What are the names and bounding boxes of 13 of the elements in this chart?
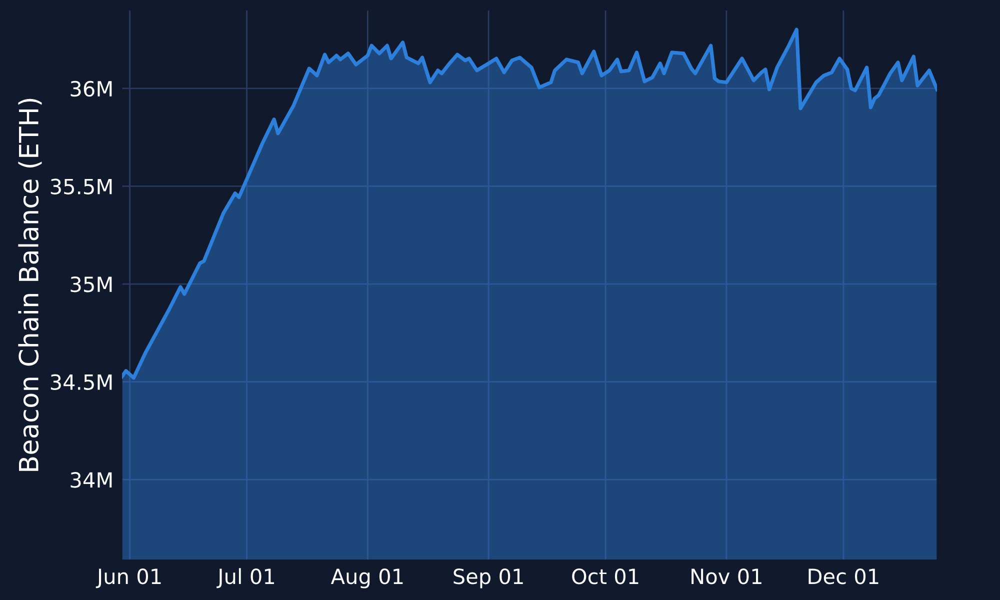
y-tick-label: 34M [70, 472, 112, 488]
y-tick-label: 35.5M [50, 178, 112, 194]
x-tick-label: Sep 01 [454, 568, 523, 588]
y-tick-label: 35M [70, 276, 112, 292]
x-tick-label: Aug 01 [330, 568, 403, 588]
x-tick-label: Jun 01 [96, 568, 161, 588]
y-axis-title: Beacon Chain Balance (ETH) [18, 98, 42, 471]
x-tick-label: Dec 01 [808, 568, 878, 584]
x-tick-label: Oct 01 [572, 568, 638, 584]
x-tick-label: Jul 01 [216, 568, 274, 588]
y-tick-label: 34.5M [50, 374, 112, 390]
y-tick-label: 36M [70, 80, 112, 97]
x-tick-label: Nov 01 [692, 568, 762, 584]
